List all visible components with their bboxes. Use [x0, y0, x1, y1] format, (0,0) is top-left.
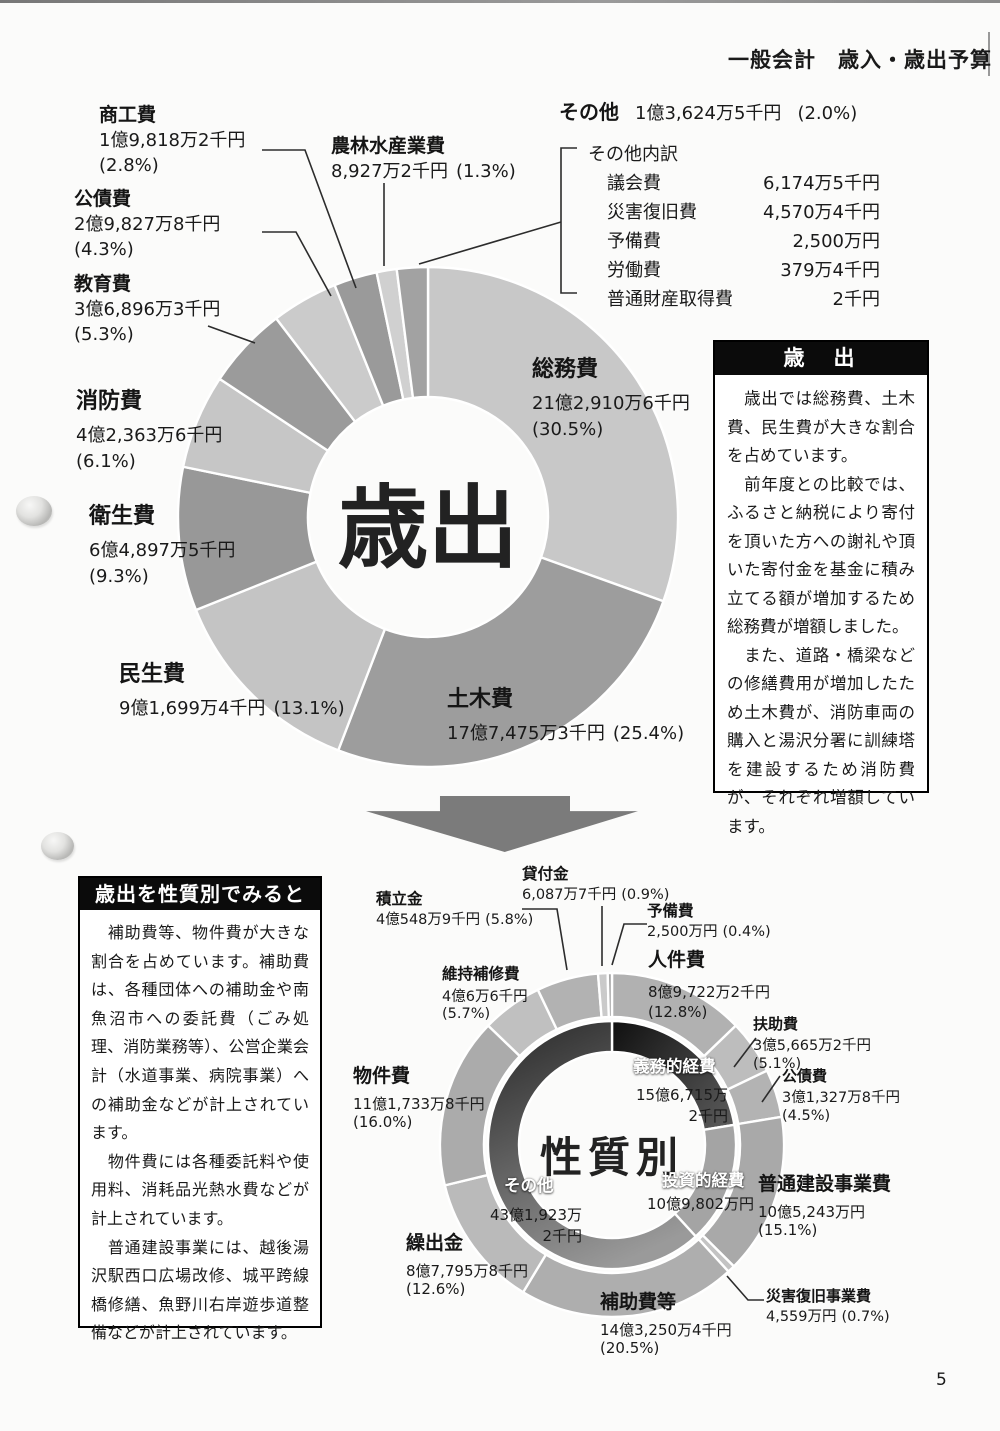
label-eiseihi: 衛生費 6億4,897万5千円 (9.3%) [89, 504, 236, 587]
label-hojohitou: 補助費等 14億3,250万4千円 (20.5%) [600, 1291, 732, 1358]
label-kyouikuhi: 教育費 3億6,896万3千円 (5.3%) [74, 273, 221, 345]
leader-line [560, 147, 577, 294]
expenditure-note-title: 歳 出 [715, 342, 927, 375]
label-fujohi: 扶助費 3億5,665万2千円 (5.1%) [753, 1015, 871, 1072]
leader-line [262, 149, 357, 289]
nature-donut-outer-ring [438, 971, 786, 1319]
expenditure-donut-center-label: 歳出 [338, 476, 518, 581]
label-sonota-inner-value: 43億1,923万 2千円 [489, 1206, 582, 1245]
leader-line [611, 923, 647, 966]
page-edge-tick [988, 32, 990, 76]
label-dobokuhi: 土木費 17億7,475万3千円 (25.4%) [447, 687, 685, 745]
label-kousaihi: 公債費 2億9,827万8千円 (4.3%) [74, 188, 221, 260]
donut-slice-1 [337, 556, 665, 769]
donut-slice-11 [606, 971, 614, 1019]
label-soumuhi: 総務費 21億2,910万6千円 (30.5%) [532, 357, 690, 440]
page-number: 5 [936, 1370, 947, 1390]
label-kashitsukekin: 貸付金 6,087万7千円 (0.9%) [522, 865, 670, 903]
leader-line [418, 221, 562, 265]
label-sonota-top: その他 1億3,624万5千円 (2.0%) [559, 100, 858, 124]
donut-slice-0 [426, 265, 680, 603]
breakdown-row: 予備費 2,500万円 [607, 231, 880, 252]
breakdown-row: 議会費 6,174万5千円 [607, 173, 880, 194]
nature-note-title: 歳出を性質別でみると [80, 878, 320, 910]
label-bukkenhi: 物件費 11億1,733万8千円 (16.0%) [353, 1065, 485, 1132]
label-shoukouhi: 商工費 1億9,818万2千円 (2.8%) [99, 104, 246, 176]
label-tsumitatekin: 積立金 4億548万9千円 (5.8%) [376, 890, 534, 928]
binder-hole-mark-bottom [41, 832, 74, 860]
label-jinkenhi: 人件費 8億9,722万2千円 (12.8%) [648, 949, 771, 1022]
leader-lines [207, 147, 781, 1301]
nature-donut-inner-ring [486, 1019, 738, 1271]
label-gimuteki-keihi: 義務的経費 [633, 1057, 716, 1076]
label-shoubouhi: 消防費 4億2,363万6千円 (6.1%) [76, 389, 223, 472]
breakdown-row: 労働費 379万4千円 [607, 260, 880, 281]
page-title: 一般会計 歳入・歳出予算 [728, 48, 992, 72]
label-saigaifukkyuu: 災害復旧事業費 4,559万円 (0.7%) [766, 1287, 890, 1326]
nature-note-body: 補助費等、物件費が大きな割合を占めています。補助費は、各種団体への補助金や南魚沼… [91, 923, 309, 1343]
expenditure-donut [176, 265, 680, 769]
label-kousaihi-nature: 公債費 3億1,327万8千円 (4.5%) [782, 1067, 900, 1124]
other-breakdown-list: その他内訳 議会費 6,174万5千円 災害復旧費 4,570万4千円 予備費 … [588, 140, 880, 314]
expenditure-note-body: 歳出では総務費、土木費、民生費が大きな割合を占めています。 前年度との比較では、… [727, 389, 915, 836]
leader-line [761, 1075, 781, 1103]
other-breakdown-title: その他内訳 [588, 144, 678, 165]
label-futsuukensetsu: 普通建設事業費 10億5,243万円 (15.1%) [758, 1173, 892, 1240]
leader-line [522, 908, 568, 971]
expenditure-note-box: 歳 出 歳出では総務費、土木費、民生費が大きな割合を占めています。 前年度との比… [713, 340, 929, 836]
donut-slice-2 [486, 1019, 697, 1271]
nature-donut-center-label: 性質別 [539, 1133, 684, 1182]
label-toushiteki-keihi: 投資的経費 [662, 1171, 745, 1190]
label-yobihi: 予備費 2,500万円 (0.4%) [647, 902, 771, 940]
breakdown-row: 災害復旧費 4,570万4千円 [607, 202, 880, 223]
leader-line [262, 231, 332, 297]
leader-line [733, 1037, 757, 1068]
label-kuridashikin: 繰出金 8億7,795万8千円 (12.6%) [406, 1232, 529, 1299]
leader-line [207, 325, 256, 344]
label-nourinsuisangyouhi: 農林水産業費 8,927万2千円 (1.3%) [331, 135, 516, 182]
breakdown-row: 普通財産取得費 2千円 [607, 289, 880, 310]
label-gimuteki-keihi-value: 15億6,715万 2千円 [635, 1086, 728, 1125]
label-toushiteki-keihi-value: 10億9,802万円 [647, 1195, 755, 1213]
page-top-scan-edge [0, 0, 1000, 3]
nature-note-box: 歳出を性質別でみると 補助費等、物件費が大きな割合を占めています。補助費は、各種… [78, 876, 322, 1342]
binder-hole-mark-top [16, 496, 52, 526]
label-minseihi: 民生費 9億1,699万4千円 (13.1%) [119, 662, 345, 720]
label-ijihoshuuhi: 維持補修費 4億6万6千円 (5.7%) [442, 965, 528, 1023]
donut-slice-9 [395, 265, 430, 400]
donut-slice-2 [194, 560, 387, 752]
label-sonota-inner: その他 [504, 1176, 554, 1195]
leader-line [726, 1275, 764, 1301]
